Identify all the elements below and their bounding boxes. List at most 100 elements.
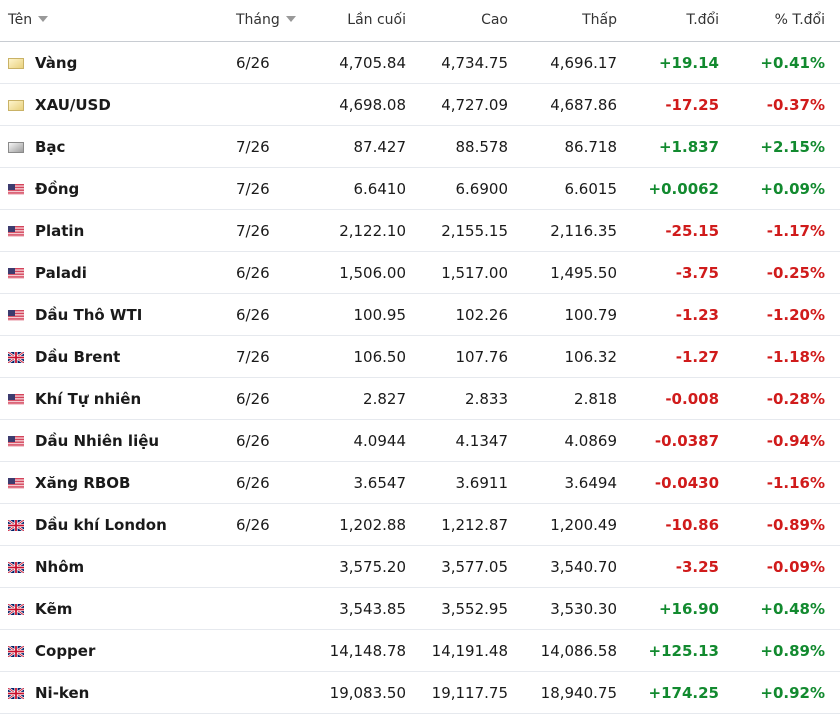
cell-value: 1,517.00 <box>441 264 508 282</box>
cell-value: 18,940.75 <box>540 684 617 702</box>
cell-value <box>236 84 316 126</box>
column-header-text: % T.đổi <box>774 12 825 28</box>
cell-value: 2.833 <box>465 390 508 408</box>
column-header[interactable]: Tháng <box>236 0 316 42</box>
cell-value: 1,202.88 <box>339 516 406 534</box>
flag-icon <box>8 520 24 531</box>
cell-value: +125.13 <box>648 642 719 660</box>
cell-value: 2,116.35 <box>550 222 617 240</box>
commodity-row[interactable]: Dầu khí London 6/26 1,202.88 1,212.87 1,200.… <box>0 504 840 546</box>
commodity-name[interactable]: Kẽm <box>35 600 73 618</box>
commodity-name[interactable]: Copper <box>35 642 96 660</box>
cell-value: 6.6410 <box>353 180 407 198</box>
commodity-name[interactable]: Đồng <box>35 180 80 198</box>
commodity-row[interactable]: Dầu Thô WTI 6/26 100.95 102.26 100.79 -1.23 -1… <box>0 294 840 336</box>
commodity-row[interactable]: Paladi 6/26 1,506.00 1,517.00 1,495.50 -3.75 -… <box>0 252 840 294</box>
cell-value: 3,552.95 <box>441 600 508 618</box>
header-row: Tên Tháng Lần cuối Cao Thấp T.đổi % T.đổi <box>0 0 840 42</box>
commodity-row[interactable]: XAU/USD 4,698.08 4,727.09 4,687.86 -17.25 -0.… <box>0 84 840 126</box>
column-header-text: Lần cuối <box>347 12 406 28</box>
column-header-text: Tháng <box>236 12 280 28</box>
column-header[interactable]: T.đổi <box>619 0 719 42</box>
cell-value: +16.90 <box>658 600 719 618</box>
commodity-name[interactable]: Vàng <box>35 54 78 72</box>
commodity-name[interactable]: Dầu Thô WTI <box>35 306 143 324</box>
commodity-name[interactable]: Xăng RBOB <box>35 474 131 492</box>
cell-value: 14,148.78 <box>329 642 406 660</box>
cell-value: 6/26 <box>236 474 270 492</box>
column-header[interactable]: Tên <box>8 0 208 42</box>
commodity-name[interactable]: Dầu khí London <box>35 516 167 534</box>
commodity-name[interactable]: Ni-ken <box>35 684 90 702</box>
cell-value: 6/26 <box>236 516 270 534</box>
commodity-name[interactable]: Bạc <box>35 138 66 156</box>
cell-value <box>236 672 316 714</box>
cell-value: 6.6900 <box>455 180 509 198</box>
column-header[interactable]: Lần cuối <box>306 0 406 42</box>
flag-icon <box>8 268 24 279</box>
commodity-name[interactable]: Dầu Nhiên liệu <box>35 432 160 450</box>
cell-value: -0.25% <box>766 264 825 282</box>
cell-value: -17.25 <box>665 96 719 114</box>
cell-value: 6/26 <box>236 390 270 408</box>
commodity-name[interactable]: XAU/USD <box>35 96 111 114</box>
cell-value: 7/26 <box>236 348 270 366</box>
cell-value: +19.14 <box>658 54 719 72</box>
cell-value: +0.09% <box>760 180 825 198</box>
cell-value: 6/26 <box>236 432 270 450</box>
cell-value: 3.6547 <box>353 474 407 492</box>
flag-icon <box>8 436 24 447</box>
commodity-row[interactable]: Platin 7/26 2,122.10 2,155.15 2,116.35 -25.15… <box>0 210 840 252</box>
cell-value: 2.818 <box>574 390 617 408</box>
sort-arrow <box>38 16 49 22</box>
cell-value: -25.15 <box>665 222 719 240</box>
cell-value: 3.6911 <box>455 474 509 492</box>
flag-icon <box>8 184 24 195</box>
cell-value: 2.827 <box>363 390 406 408</box>
column-header[interactable]: % T.đổi <box>725 0 825 42</box>
cell-value: -3.25 <box>675 558 719 576</box>
cell-value: 3,575.20 <box>339 558 406 576</box>
cell-value <box>236 588 316 630</box>
cell-value: 14,086.58 <box>540 642 617 660</box>
cell-value: 2,122.10 <box>339 222 406 240</box>
commodity-name[interactable]: Paladi <box>35 264 87 282</box>
commodity-row[interactable]: Vàng 6/26 4,705.84 4,734.75 4,696.17 +19.14 +0… <box>0 42 840 84</box>
commodity-row[interactable]: Nhôm 3,575.20 3,577.05 3,540.70 -3.25 -0.09% <box>0 546 840 588</box>
commodity-row[interactable]: Khí Tự nhiên 6/26 2.827 2.833 2.818 -0.008 -0.… <box>0 378 840 420</box>
commodity-row[interactable]: Dầu Nhiên liệu 6/26 4.0944 4.1347 4.0869 -0.0… <box>0 420 840 462</box>
cell-value: 86.718 <box>564 138 618 156</box>
cell-value: -0.37% <box>766 96 825 114</box>
cell-value: 4,698.08 <box>339 96 406 114</box>
cell-value: +2.15% <box>760 138 825 156</box>
commodity-row[interactable]: Ni-ken 19,083.50 19,117.75 18,940.75 +174.25… <box>0 672 840 714</box>
commodity-row[interactable]: Copper 14,148.78 14,191.48 14,086.58 +125.13… <box>0 630 840 672</box>
commodity-name[interactable]: Platin <box>35 222 85 240</box>
commodity-name[interactable]: Dầu Brent <box>35 348 121 366</box>
cell-value: +0.41% <box>760 54 825 72</box>
commodity-name[interactable]: Khí Tự nhiên <box>35 390 142 408</box>
commodity-row[interactable]: Đồng 7/26 6.6410 6.6900 6.6015 +0.0062 +0.09% <box>0 168 840 210</box>
commodity-row[interactable]: Bạc 7/26 87.427 88.578 86.718 +1.837 +2.15% <box>0 126 840 168</box>
commodity-row[interactable]: Xăng RBOB 6/26 3.6547 3.6911 3.6494 -0.0430 -1… <box>0 462 840 504</box>
cell-value: 107.76 <box>455 348 509 366</box>
commodity-row[interactable]: Dầu Brent 7/26 106.50 107.76 106.32 -1.27 -1.1… <box>0 336 840 378</box>
cell-value: 4,734.75 <box>441 54 508 72</box>
cell-value: 4,687.86 <box>550 96 617 114</box>
commodity-row[interactable]: Kẽm 3,543.85 3,552.95 3,530.30 +16.90 +0.48% <box>0 588 840 630</box>
cell-value: +0.48% <box>760 600 825 618</box>
cell-value: -0.94% <box>766 432 825 450</box>
commodity-name[interactable]: Nhôm <box>35 558 85 576</box>
cell-value: -1.16% <box>766 474 825 492</box>
column-header[interactable]: Thấp <box>517 0 617 42</box>
cell-value: -3.75 <box>675 264 719 282</box>
column-header[interactable]: Cao <box>408 0 508 42</box>
cell-value: 87.427 <box>353 138 407 156</box>
cell-value: -0.008 <box>665 390 719 408</box>
cell-value: 14,191.48 <box>431 642 508 660</box>
cell-value: 3,530.30 <box>550 600 617 618</box>
sort-arrow <box>285 16 296 22</box>
cell-value: 1,506.00 <box>339 264 406 282</box>
cell-value: 4.0869 <box>564 432 618 450</box>
